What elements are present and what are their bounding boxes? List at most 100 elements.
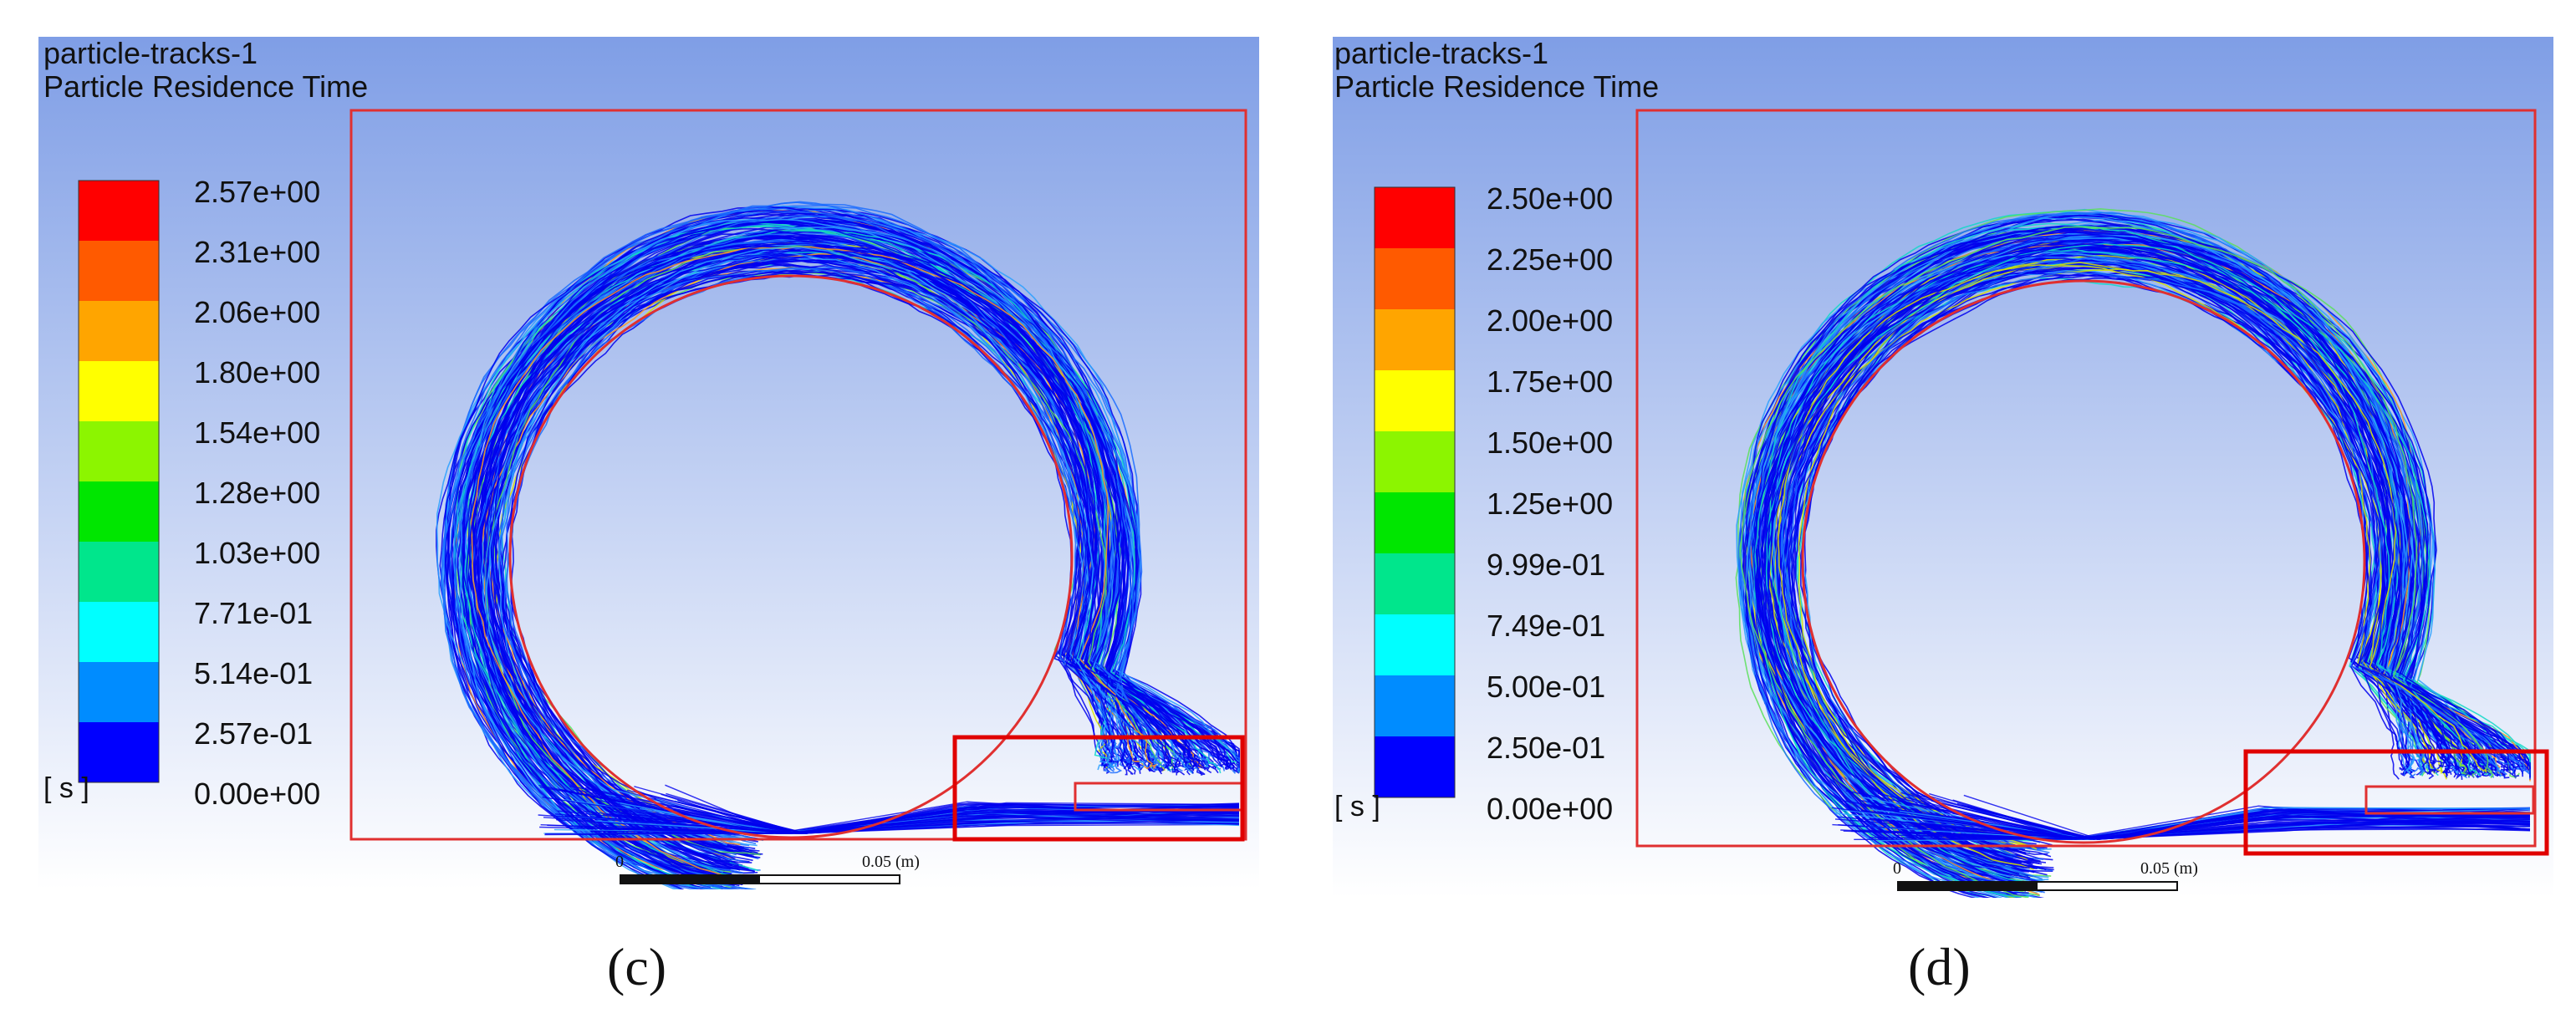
colorbar-tick-label: 7.71e-01 xyxy=(194,596,314,630)
particle-track xyxy=(485,246,1113,847)
colorbar-tick-label: 2.50e-01 xyxy=(1487,731,1606,765)
particle-track xyxy=(1767,242,2531,863)
viewport-background xyxy=(1333,37,2553,898)
particle-track xyxy=(470,253,1136,863)
scale-zero-label: 0 xyxy=(615,853,624,871)
particle-track xyxy=(446,219,1180,889)
colorbar-band xyxy=(79,361,159,422)
colorbar-band xyxy=(1375,431,1455,493)
colorbar-band xyxy=(79,301,159,362)
colorbar-band xyxy=(79,241,159,302)
panel-d: particle-tracks-1 Particle Residence Tim… xyxy=(1333,37,2553,898)
cylinder-outline xyxy=(508,274,1074,839)
particle-track xyxy=(474,247,1240,865)
colorbar-tick-label: 2.00e+00 xyxy=(1487,303,1614,338)
colorbar-tick-label: 0.00e+00 xyxy=(194,777,321,811)
colorbar-tick-label: 2.31e+00 xyxy=(194,235,321,269)
colorbar-band xyxy=(79,602,159,663)
particle-track xyxy=(1739,212,2424,893)
colorbar-band xyxy=(1375,248,1455,310)
particle-track xyxy=(453,215,1159,874)
particle-track xyxy=(538,814,1240,834)
colorbar xyxy=(1374,186,1456,798)
particle-track xyxy=(1747,234,2415,884)
particle-track xyxy=(590,804,1240,834)
particle-track xyxy=(539,787,1240,834)
colorbar-tick-label: 1.03e+00 xyxy=(194,536,321,570)
particle-track xyxy=(1780,271,2530,858)
scale-end-label: 0.05 (m) xyxy=(862,853,920,871)
particle-track xyxy=(1838,807,2531,840)
colorbar-tick-label: 9.99e-01 xyxy=(1487,548,1606,582)
colorbar-tick-label: 2.57e+00 xyxy=(194,175,321,209)
particle-track xyxy=(1744,224,2461,877)
particle-track xyxy=(508,271,1119,852)
colorbar-band xyxy=(79,481,159,542)
colorbar-border xyxy=(78,180,160,783)
highlight-box xyxy=(2243,749,2549,856)
domain-boundary xyxy=(349,109,1247,841)
outlet-slot xyxy=(2364,785,2535,815)
colorbar-band xyxy=(1375,309,1455,371)
particle-track xyxy=(1739,226,2494,898)
colorbar-band xyxy=(1375,614,1455,676)
colorbar-band xyxy=(1375,553,1455,615)
colorbar-band xyxy=(79,662,159,723)
particle-track xyxy=(1761,234,2523,869)
colorbar-band xyxy=(79,722,159,783)
colorbar-tick-label: 1.75e+00 xyxy=(1487,364,1614,399)
colorbar-tick-label: 1.28e+00 xyxy=(194,476,321,510)
scale-bar-fill xyxy=(1898,882,2038,890)
plot-title: particle-tracks-1 xyxy=(43,36,258,70)
particle-track xyxy=(466,237,1196,860)
highlight-box xyxy=(952,735,1245,842)
particle-track xyxy=(1745,214,2451,890)
scale-end-label: 0.05 (m) xyxy=(2140,859,2198,878)
particle-track xyxy=(452,227,1193,873)
plot-subtitle: Particle Residence Time xyxy=(43,69,369,104)
particle-track xyxy=(1777,262,2487,870)
particle-track xyxy=(467,227,1130,887)
cylinder-outline xyxy=(1801,279,2366,844)
colorbar-border xyxy=(1374,186,1456,798)
particle-track xyxy=(458,218,1240,889)
viewport-d xyxy=(1333,37,2553,898)
unit-label: [ s ] xyxy=(1334,791,1380,823)
colorbar-band xyxy=(79,421,159,482)
particle-track xyxy=(462,242,1134,887)
caption-c: (c) xyxy=(607,937,667,996)
colorbar-band xyxy=(1375,492,1455,554)
particle-track xyxy=(1904,802,2531,840)
particle-track xyxy=(1744,211,2531,898)
colorbar-tick-label: 2.25e+00 xyxy=(1487,242,1614,277)
colorbar-tick-label: 1.54e+00 xyxy=(194,415,321,450)
particle-track xyxy=(1778,273,2512,861)
colorbar-tick-label: 0.00e+00 xyxy=(1487,792,1614,826)
colorbar xyxy=(78,180,160,783)
particle-track xyxy=(464,224,1136,887)
colorbar-tick-label: 1.25e+00 xyxy=(1487,486,1614,521)
scale-zero-label: 0 xyxy=(1893,859,1901,878)
particle-track xyxy=(443,201,1240,889)
scale-bar-fill xyxy=(620,875,760,884)
particle-track xyxy=(1788,259,2502,838)
colorbar-tick-label: 2.06e+00 xyxy=(194,295,321,329)
particle-track xyxy=(470,246,1157,881)
domain-boundary xyxy=(1635,109,2537,848)
particle-track xyxy=(666,792,1240,834)
particle-track xyxy=(440,201,1135,889)
unit-label: [ s ] xyxy=(43,772,89,804)
colorbar-band xyxy=(1375,370,1455,432)
colorbar-band xyxy=(79,542,159,603)
particle-track xyxy=(454,207,1141,889)
viewport-c xyxy=(38,37,1259,889)
colorbar-band xyxy=(79,181,159,242)
colorbar-band xyxy=(1375,187,1455,249)
caption-d: (d) xyxy=(1908,937,1971,996)
particle-track xyxy=(1765,242,2531,857)
particle-track xyxy=(481,244,1120,846)
colorbar-tick-label: 2.57e-01 xyxy=(194,716,314,751)
particle-track xyxy=(1747,216,2502,898)
particle-track xyxy=(1742,225,2525,898)
colorbar-tick-label: 2.50e+00 xyxy=(1487,181,1614,216)
